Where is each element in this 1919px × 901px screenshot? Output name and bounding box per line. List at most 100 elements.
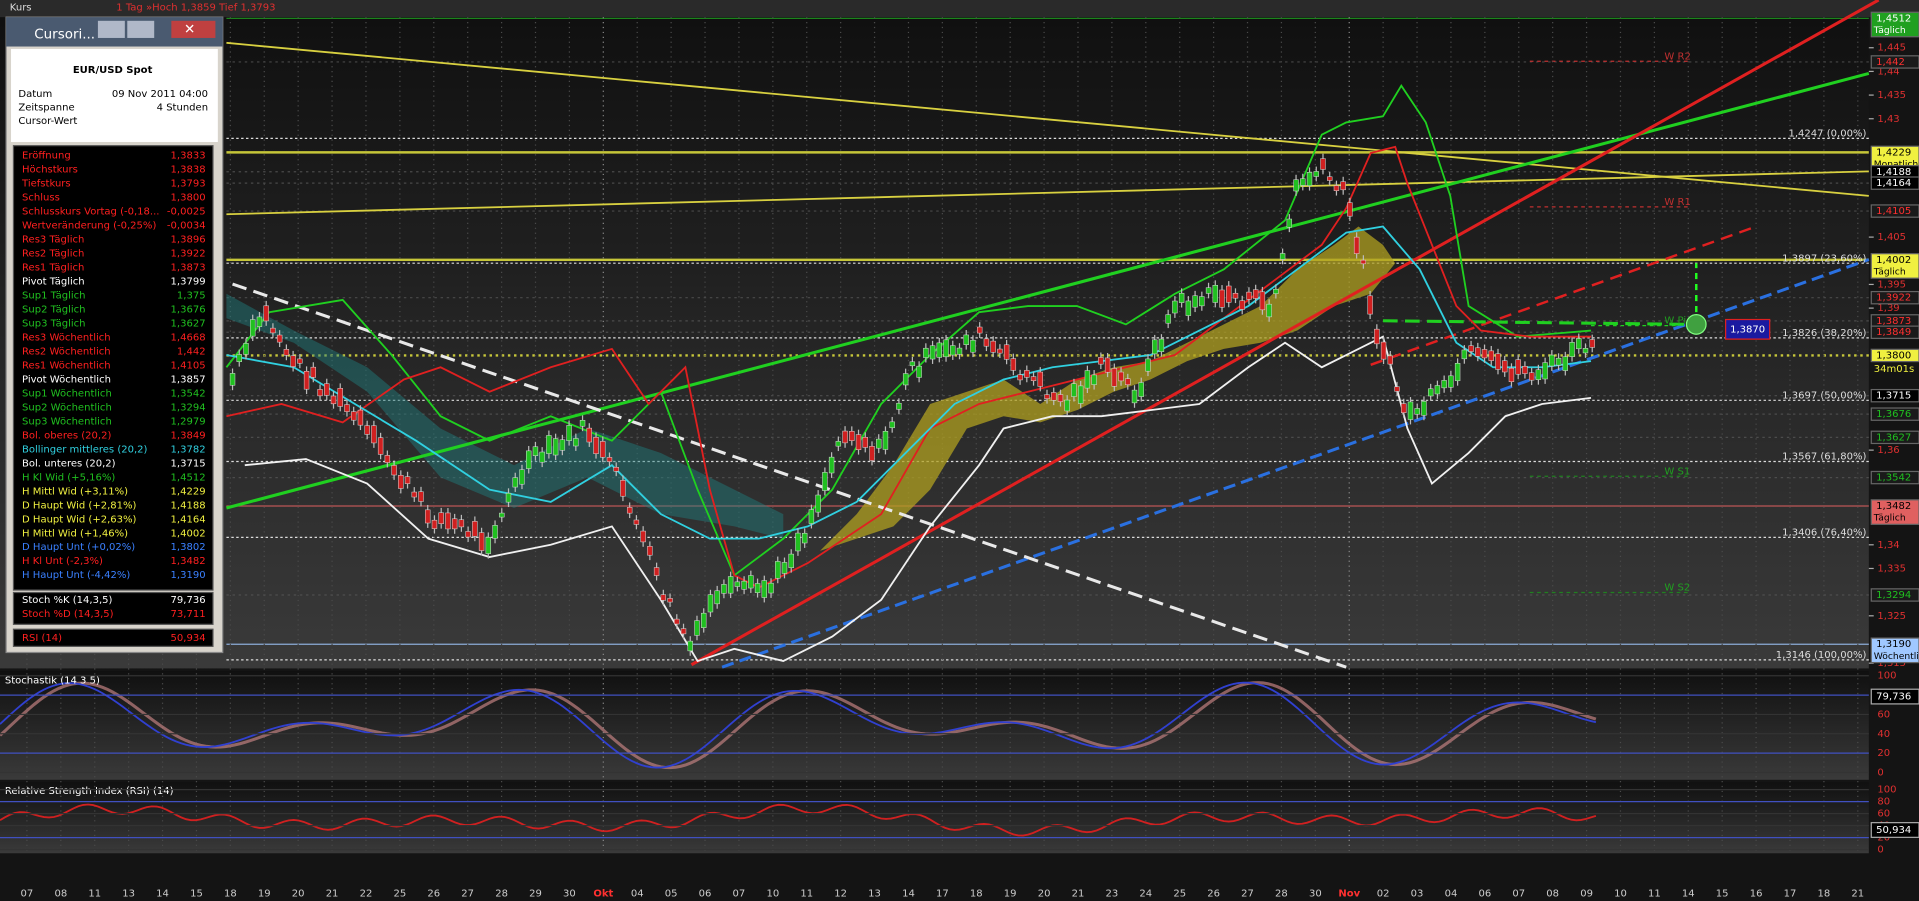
candle: [1306, 172, 1313, 186]
row-value: 1,3799: [171, 276, 206, 287]
candle: [1098, 357, 1104, 365]
row-value: 1,3793: [171, 178, 206, 189]
candle: [1454, 363, 1461, 382]
row-label: Pivot Wöchentlich: [22, 374, 111, 385]
candle: [465, 531, 471, 538]
row-label: D Haupt Wid (+2,63%): [22, 514, 136, 525]
candle: [613, 467, 619, 472]
candle: [1199, 296, 1205, 307]
date-label: 27: [461, 889, 474, 900]
candle: [283, 349, 290, 356]
trendline: [1370, 225, 1757, 366]
date-label: 18: [224, 889, 237, 900]
row-label: D Haupt Wid (+2,81%): [22, 500, 136, 511]
price-marker: [1870, 637, 1919, 664]
row-value: 1,3833: [171, 150, 206, 161]
candle: [701, 612, 707, 628]
candle: [801, 532, 808, 544]
candle: [1084, 370, 1091, 389]
row-label: Res1 Wöchentlich: [22, 360, 111, 371]
price-marker: [1870, 588, 1919, 602]
candle: [983, 338, 990, 347]
row-value: 1,3294: [171, 402, 206, 413]
stoch-area: [0, 670, 1869, 780]
candle: [1064, 399, 1070, 412]
row-value: 1,2979: [171, 416, 206, 427]
candle: [526, 450, 532, 469]
candle: [1340, 181, 1346, 191]
candle: [1515, 359, 1521, 375]
osc-tick-label: 80: [1877, 797, 1890, 808]
candle: [855, 434, 862, 450]
candle: [694, 620, 700, 636]
stoch-label: Stoch %D (14,3,5): [22, 609, 114, 620]
date-label: 04: [631, 889, 644, 900]
candle: [1010, 358, 1017, 371]
row-label: Sup1 Täglich: [22, 290, 85, 301]
candle: [229, 373, 236, 386]
candle: [1374, 328, 1380, 345]
candle: [371, 425, 377, 444]
price-tick-label: 1,39: [1877, 303, 1899, 314]
candle: [1165, 314, 1171, 324]
row-value: 1,3542: [171, 388, 206, 399]
row-label: Res3 Wöchentlich: [22, 332, 111, 343]
minimize-button[interactable]: [97, 20, 125, 38]
date-label: 20: [292, 889, 305, 900]
close-button[interactable]: [171, 20, 216, 38]
date-label: 20: [1038, 889, 1051, 900]
countdown: 34m01s: [1874, 364, 1914, 375]
price-marker-label: 1,3294: [1876, 590, 1911, 601]
candle: [357, 409, 364, 426]
row-label: Sup3 Täglich: [22, 318, 85, 329]
date-label: 30: [563, 889, 576, 900]
date-label: 07: [733, 889, 746, 900]
candle: [250, 319, 256, 337]
candle: [977, 326, 983, 334]
price-tick-label: 1,34: [1877, 540, 1899, 551]
date-label: 07: [21, 889, 34, 900]
osc-tick-label: 40: [1877, 729, 1890, 740]
candle: [997, 348, 1003, 354]
candle: [1051, 392, 1057, 401]
candles: [229, 153, 1595, 656]
row-value: 1,3849: [171, 430, 206, 441]
candle: [788, 553, 794, 568]
candle: [842, 430, 848, 444]
bollinger-upper: [225, 83, 1592, 577]
panel-info: [11, 48, 218, 143]
pivot-label: W S1: [1664, 466, 1690, 477]
pivot-label: W R2: [1664, 51, 1690, 62]
candle: [297, 358, 303, 364]
fib-label: 1,3146 (100,00%): [1776, 650, 1867, 661]
candle: [1569, 342, 1575, 357]
price-marker-note: Täglich: [1873, 513, 1906, 524]
candle: [1226, 285, 1232, 303]
row-label: Pivot Täglich: [22, 276, 85, 287]
candle: [438, 512, 444, 524]
row-label: Schluss: [22, 192, 60, 203]
maximize-button[interactable]: [127, 20, 155, 38]
candle: [1488, 350, 1494, 361]
candle: [1448, 375, 1454, 388]
candle: [916, 365, 922, 378]
date-label: 13: [122, 889, 135, 900]
price-marker-label: 1,4164: [1876, 178, 1911, 189]
candle: [1293, 179, 1299, 192]
candle: [1178, 292, 1185, 303]
date-label: 04: [1445, 889, 1458, 900]
candle: [1461, 349, 1468, 360]
candle: [324, 383, 330, 396]
trendline: [721, 258, 1870, 669]
date-label: 21: [1851, 889, 1864, 900]
candle: [936, 342, 942, 358]
price-tick-label: 1,335: [1877, 563, 1906, 574]
row-label: Höchstkurs: [22, 164, 78, 175]
candle: [1481, 349, 1488, 359]
candle: [1145, 358, 1151, 372]
stoch-label: Stoch %K (14,3,5): [22, 595, 112, 606]
row-value: 1,3190: [171, 570, 206, 581]
candle: [1044, 394, 1050, 399]
price-marker-label: 1,3482: [1876, 501, 1911, 512]
